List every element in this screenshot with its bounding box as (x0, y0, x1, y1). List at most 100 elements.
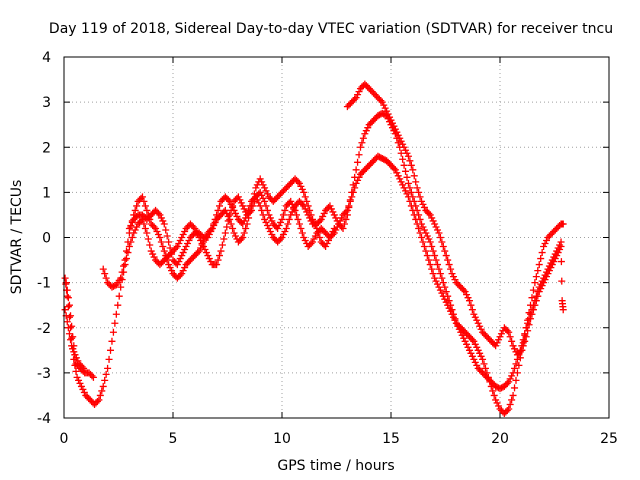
data-point (429, 247, 437, 255)
data-point (541, 240, 549, 248)
data-point (295, 220, 303, 228)
data-point (165, 238, 173, 246)
data-point (210, 220, 218, 228)
data-point (330, 211, 338, 219)
data-point (71, 351, 79, 359)
data-point (447, 265, 455, 273)
data-point (340, 220, 348, 228)
data-point (422, 229, 430, 237)
data-point (467, 349, 475, 357)
data-point (326, 234, 334, 241)
data-point (165, 261, 173, 269)
data-point (416, 215, 424, 223)
data-point (559, 220, 567, 228)
data-point (325, 237, 333, 245)
data-point (141, 202, 149, 210)
data-point (436, 234, 444, 241)
y-tick-label: -4 (37, 411, 51, 427)
data-point (505, 378, 513, 386)
data-point (281, 206, 289, 214)
data-point (441, 283, 449, 291)
data-point (399, 181, 407, 189)
data-point (492, 342, 500, 350)
x-tick-label: 25 (600, 431, 618, 447)
data-point (298, 185, 306, 193)
data-point (323, 240, 331, 248)
data-point (265, 224, 273, 232)
data-point (431, 220, 439, 228)
data-point (509, 342, 517, 350)
data-point (509, 391, 517, 399)
data-point (413, 206, 421, 214)
data-point (316, 234, 324, 241)
data-point (154, 230, 162, 238)
data-point (242, 224, 250, 232)
data-point (359, 134, 367, 142)
data-point (429, 270, 437, 278)
data-point (198, 241, 206, 249)
data-point (534, 267, 542, 275)
data-point (434, 226, 442, 234)
data-point (256, 188, 264, 196)
data-point (545, 262, 553, 270)
data-point (409, 193, 417, 201)
data-point (195, 247, 203, 255)
plot-frame (63, 56, 610, 419)
data-point (426, 261, 434, 269)
data-point (538, 277, 546, 285)
data-point (412, 202, 420, 210)
data-point (72, 354, 80, 362)
data-point (378, 98, 386, 106)
data-point (111, 319, 119, 327)
data-point (68, 342, 76, 350)
data-point (147, 247, 155, 255)
data-point (442, 252, 450, 260)
data-point (448, 306, 456, 314)
data-point (449, 310, 457, 318)
data-point (390, 127, 398, 135)
data-point (415, 188, 423, 196)
data-point (275, 221, 283, 229)
data-point (477, 325, 485, 333)
data-point (322, 243, 330, 251)
data-point (419, 238, 427, 246)
data-point (431, 274, 439, 282)
data-point (467, 301, 475, 309)
data-point (436, 286, 444, 294)
data-point (179, 249, 187, 257)
data-point (506, 333, 514, 341)
data-point (361, 130, 369, 138)
data-point (381, 111, 389, 119)
data-point (76, 379, 84, 387)
data-point (508, 372, 516, 380)
data-point (355, 88, 363, 96)
data-point (77, 382, 85, 390)
data-point (295, 179, 303, 187)
data-point (439, 243, 447, 251)
data-point (329, 227, 337, 235)
data-point (396, 175, 404, 183)
data-point (178, 252, 186, 260)
data-point (409, 166, 417, 174)
data-point (380, 101, 388, 109)
data-point (559, 306, 567, 314)
data-point (218, 241, 226, 249)
data-point (162, 252, 170, 260)
data-point (532, 273, 540, 281)
data-point (227, 220, 235, 228)
data-point (162, 226, 170, 234)
data-point (474, 346, 482, 354)
data-point (436, 270, 444, 278)
data-point (216, 252, 224, 260)
data-marks (61, 80, 567, 417)
data-point (418, 220, 426, 228)
data-point (226, 215, 234, 223)
data-point (64, 294, 72, 302)
data-point (246, 202, 254, 210)
data-point (300, 188, 308, 196)
data-point (420, 226, 428, 234)
data-point (118, 268, 126, 276)
data-point (306, 214, 314, 222)
data-point (470, 310, 478, 318)
data-point (239, 220, 247, 228)
